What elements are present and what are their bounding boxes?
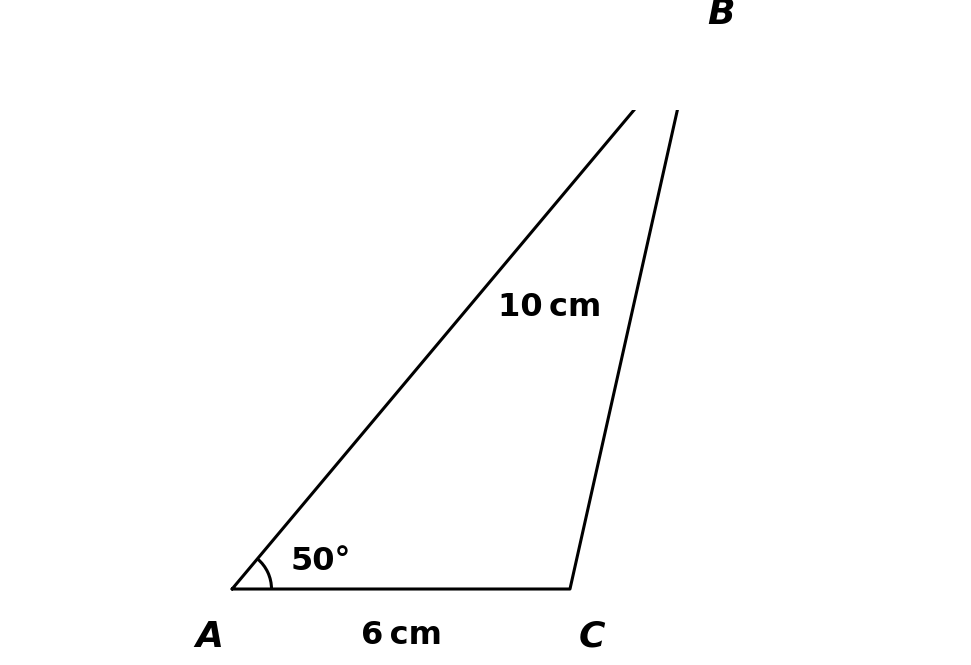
Text: B: B (707, 0, 735, 31)
Text: 6 cm: 6 cm (360, 620, 442, 651)
Text: C: C (579, 620, 605, 654)
Text: 50°: 50° (290, 546, 352, 577)
Text: A: A (195, 620, 223, 654)
Text: 10 cm: 10 cm (498, 292, 601, 323)
